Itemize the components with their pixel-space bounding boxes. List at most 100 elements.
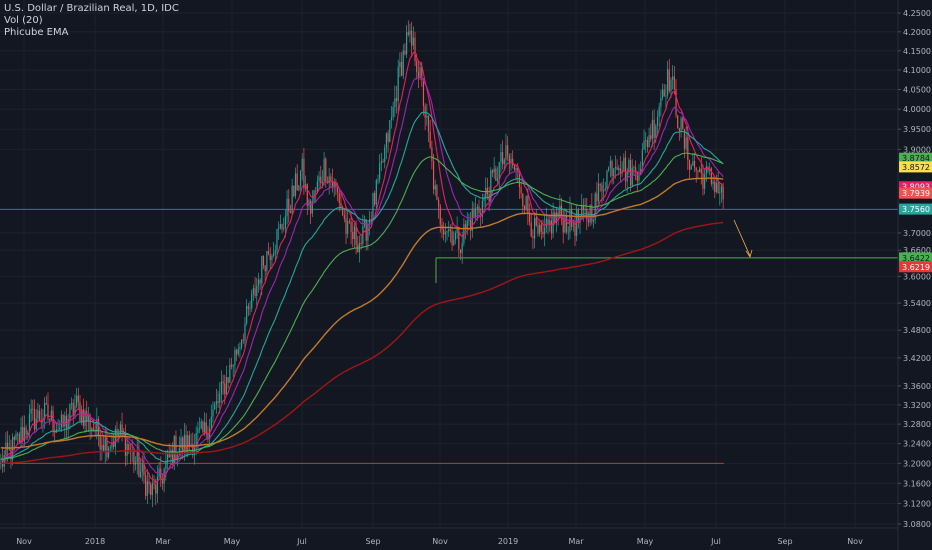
candle-body — [286, 198, 288, 217]
candle-body — [591, 205, 593, 222]
candle-body — [557, 212, 559, 217]
candle-body — [89, 414, 91, 430]
candle-body — [695, 167, 697, 171]
candle-body — [638, 174, 640, 181]
candle-body — [510, 158, 512, 163]
candle-body — [81, 409, 83, 422]
candle-body — [251, 293, 253, 309]
candle-body — [522, 193, 524, 207]
candle-body — [436, 185, 438, 200]
candle-body — [177, 454, 179, 460]
candle-body — [264, 265, 266, 272]
candle-body — [145, 475, 147, 496]
time-axis-label: May — [637, 537, 654, 546]
candle-body — [650, 135, 652, 139]
candle-body — [623, 157, 625, 171]
candle-body — [429, 131, 431, 148]
candle-body — [97, 418, 100, 436]
candle-body — [126, 443, 128, 456]
candle-body — [3, 455, 5, 467]
price-axis-label: 3.9500 — [903, 125, 931, 134]
price-axis-label: 3.6600 — [903, 246, 931, 255]
candle-body — [533, 217, 536, 239]
time-axis-label: Nov — [16, 537, 32, 546]
price-axis-label: 3.1600 — [903, 479, 931, 488]
candle-body — [6, 442, 9, 450]
projection-arrow-line — [733, 219, 751, 257]
candle-body — [456, 226, 458, 233]
candle-body — [633, 167, 635, 168]
candle-body — [293, 185, 295, 197]
candle-body — [478, 206, 480, 214]
price-axis[interactable]: 4.2500 4.2000 4.1500 4.1000 4.0500 4.0000 3.95… — [897, 0, 931, 550]
candle-body — [628, 159, 630, 172]
candle-body — [210, 416, 212, 429]
time-axis-label: Nov — [432, 537, 448, 546]
price-tag-label: 3.6422 — [902, 254, 930, 263]
time-axis-label: Jul — [296, 537, 307, 546]
candle-body — [113, 442, 115, 447]
ema-line-610 — [0, 221, 724, 464]
candle-body — [87, 414, 89, 422]
candle-body — [151, 483, 153, 495]
candle-body — [57, 429, 59, 431]
candle-body — [648, 135, 650, 148]
candle-body — [49, 418, 51, 421]
candle-body — [155, 484, 157, 494]
candle-body — [683, 129, 686, 149]
candle-body — [414, 37, 416, 62]
candle-body — [338, 192, 340, 204]
candle-body — [146, 481, 148, 496]
candle-body — [271, 256, 273, 260]
candle-body — [392, 106, 394, 118]
candle-body — [37, 410, 39, 419]
candle-body — [47, 404, 49, 419]
candle-body — [697, 170, 699, 172]
candle-body — [227, 377, 229, 383]
candle-body — [229, 364, 231, 383]
candle-body — [587, 219, 590, 223]
candle-body — [389, 120, 391, 142]
time-axis[interactable]: Nov 2018 Mar May Jul Sep Nov 2019 Mar May Jul Sep No… — [0, 527, 898, 546]
candle-body — [198, 428, 201, 430]
price-axis-label: 4.0500 — [903, 85, 931, 94]
candle-body — [505, 145, 507, 160]
candle-body — [217, 401, 219, 403]
candle-body — [678, 128, 680, 131]
candle-body — [500, 151, 502, 163]
candle-body — [32, 408, 34, 410]
symbol-title[interactable]: U.S. Dollar / Brazilian Real, 1D, IDC — [4, 3, 179, 14]
candle-body — [246, 306, 248, 324]
candle-body — [464, 224, 467, 229]
candle-body — [693, 161, 696, 168]
time-axis-label: Mar — [155, 537, 171, 546]
candle-body — [562, 219, 564, 233]
price-tag-bg — [899, 261, 932, 273]
price-axis-label: 3.5400 — [903, 299, 931, 308]
ema-indicator-label[interactable]: Phicube EMA — [4, 27, 69, 38]
candle-body — [13, 436, 15, 440]
candle-body — [485, 187, 487, 198]
price-tag-label: 3.7560 — [902, 205, 930, 214]
candle-body — [443, 229, 445, 235]
candle-body — [406, 32, 408, 55]
candle-body — [331, 181, 334, 188]
candle-body — [379, 163, 381, 180]
volume-indicator-label[interactable]: Vol (20) — [4, 15, 43, 26]
candle-body — [367, 223, 369, 241]
candle-body — [291, 185, 293, 213]
candle-body — [315, 190, 317, 192]
candle-body — [515, 167, 517, 170]
projection-annotation — [733, 219, 753, 258]
candle-body — [710, 168, 712, 184]
candle-body — [486, 187, 489, 195]
time-axis-label: Sep — [777, 537, 792, 546]
candle-body — [387, 133, 389, 142]
candle-body — [239, 347, 241, 349]
candle-body — [690, 165, 692, 170]
candle-body — [124, 433, 127, 456]
candle-body — [581, 205, 583, 217]
candle-body — [296, 173, 298, 191]
candle-body — [166, 452, 169, 463]
